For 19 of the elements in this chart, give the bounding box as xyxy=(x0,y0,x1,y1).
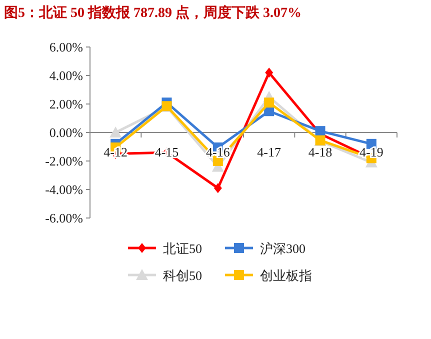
y-tick-label: 0.00% xyxy=(49,125,84,140)
y-tick-label: -4.00% xyxy=(45,182,84,197)
x-tick-label: 4-18 xyxy=(308,144,332,160)
y-tick-label: 4.00% xyxy=(49,68,84,83)
legend-label: 创业板指 xyxy=(260,268,312,283)
point xyxy=(315,126,326,136)
y-tick-label: 2.00% xyxy=(49,96,84,112)
x-tick-label: 4-17 xyxy=(257,144,282,160)
y-tick-label: -6.00% xyxy=(45,210,84,226)
point xyxy=(265,68,274,78)
point xyxy=(110,126,122,138)
y-tick-label: -2.00% xyxy=(45,154,84,168)
point xyxy=(214,183,222,194)
legend-label: 北证50 xyxy=(163,241,202,256)
y-tick-label: 6.00% xyxy=(49,40,84,54)
legend-label: 沪深300 xyxy=(260,241,306,256)
chart-title: 图5：北证 50 指数报 787.89 点，周度下跌 3.07% xyxy=(4,4,302,21)
point xyxy=(264,98,274,108)
legend-label: 科创50 xyxy=(163,268,202,283)
